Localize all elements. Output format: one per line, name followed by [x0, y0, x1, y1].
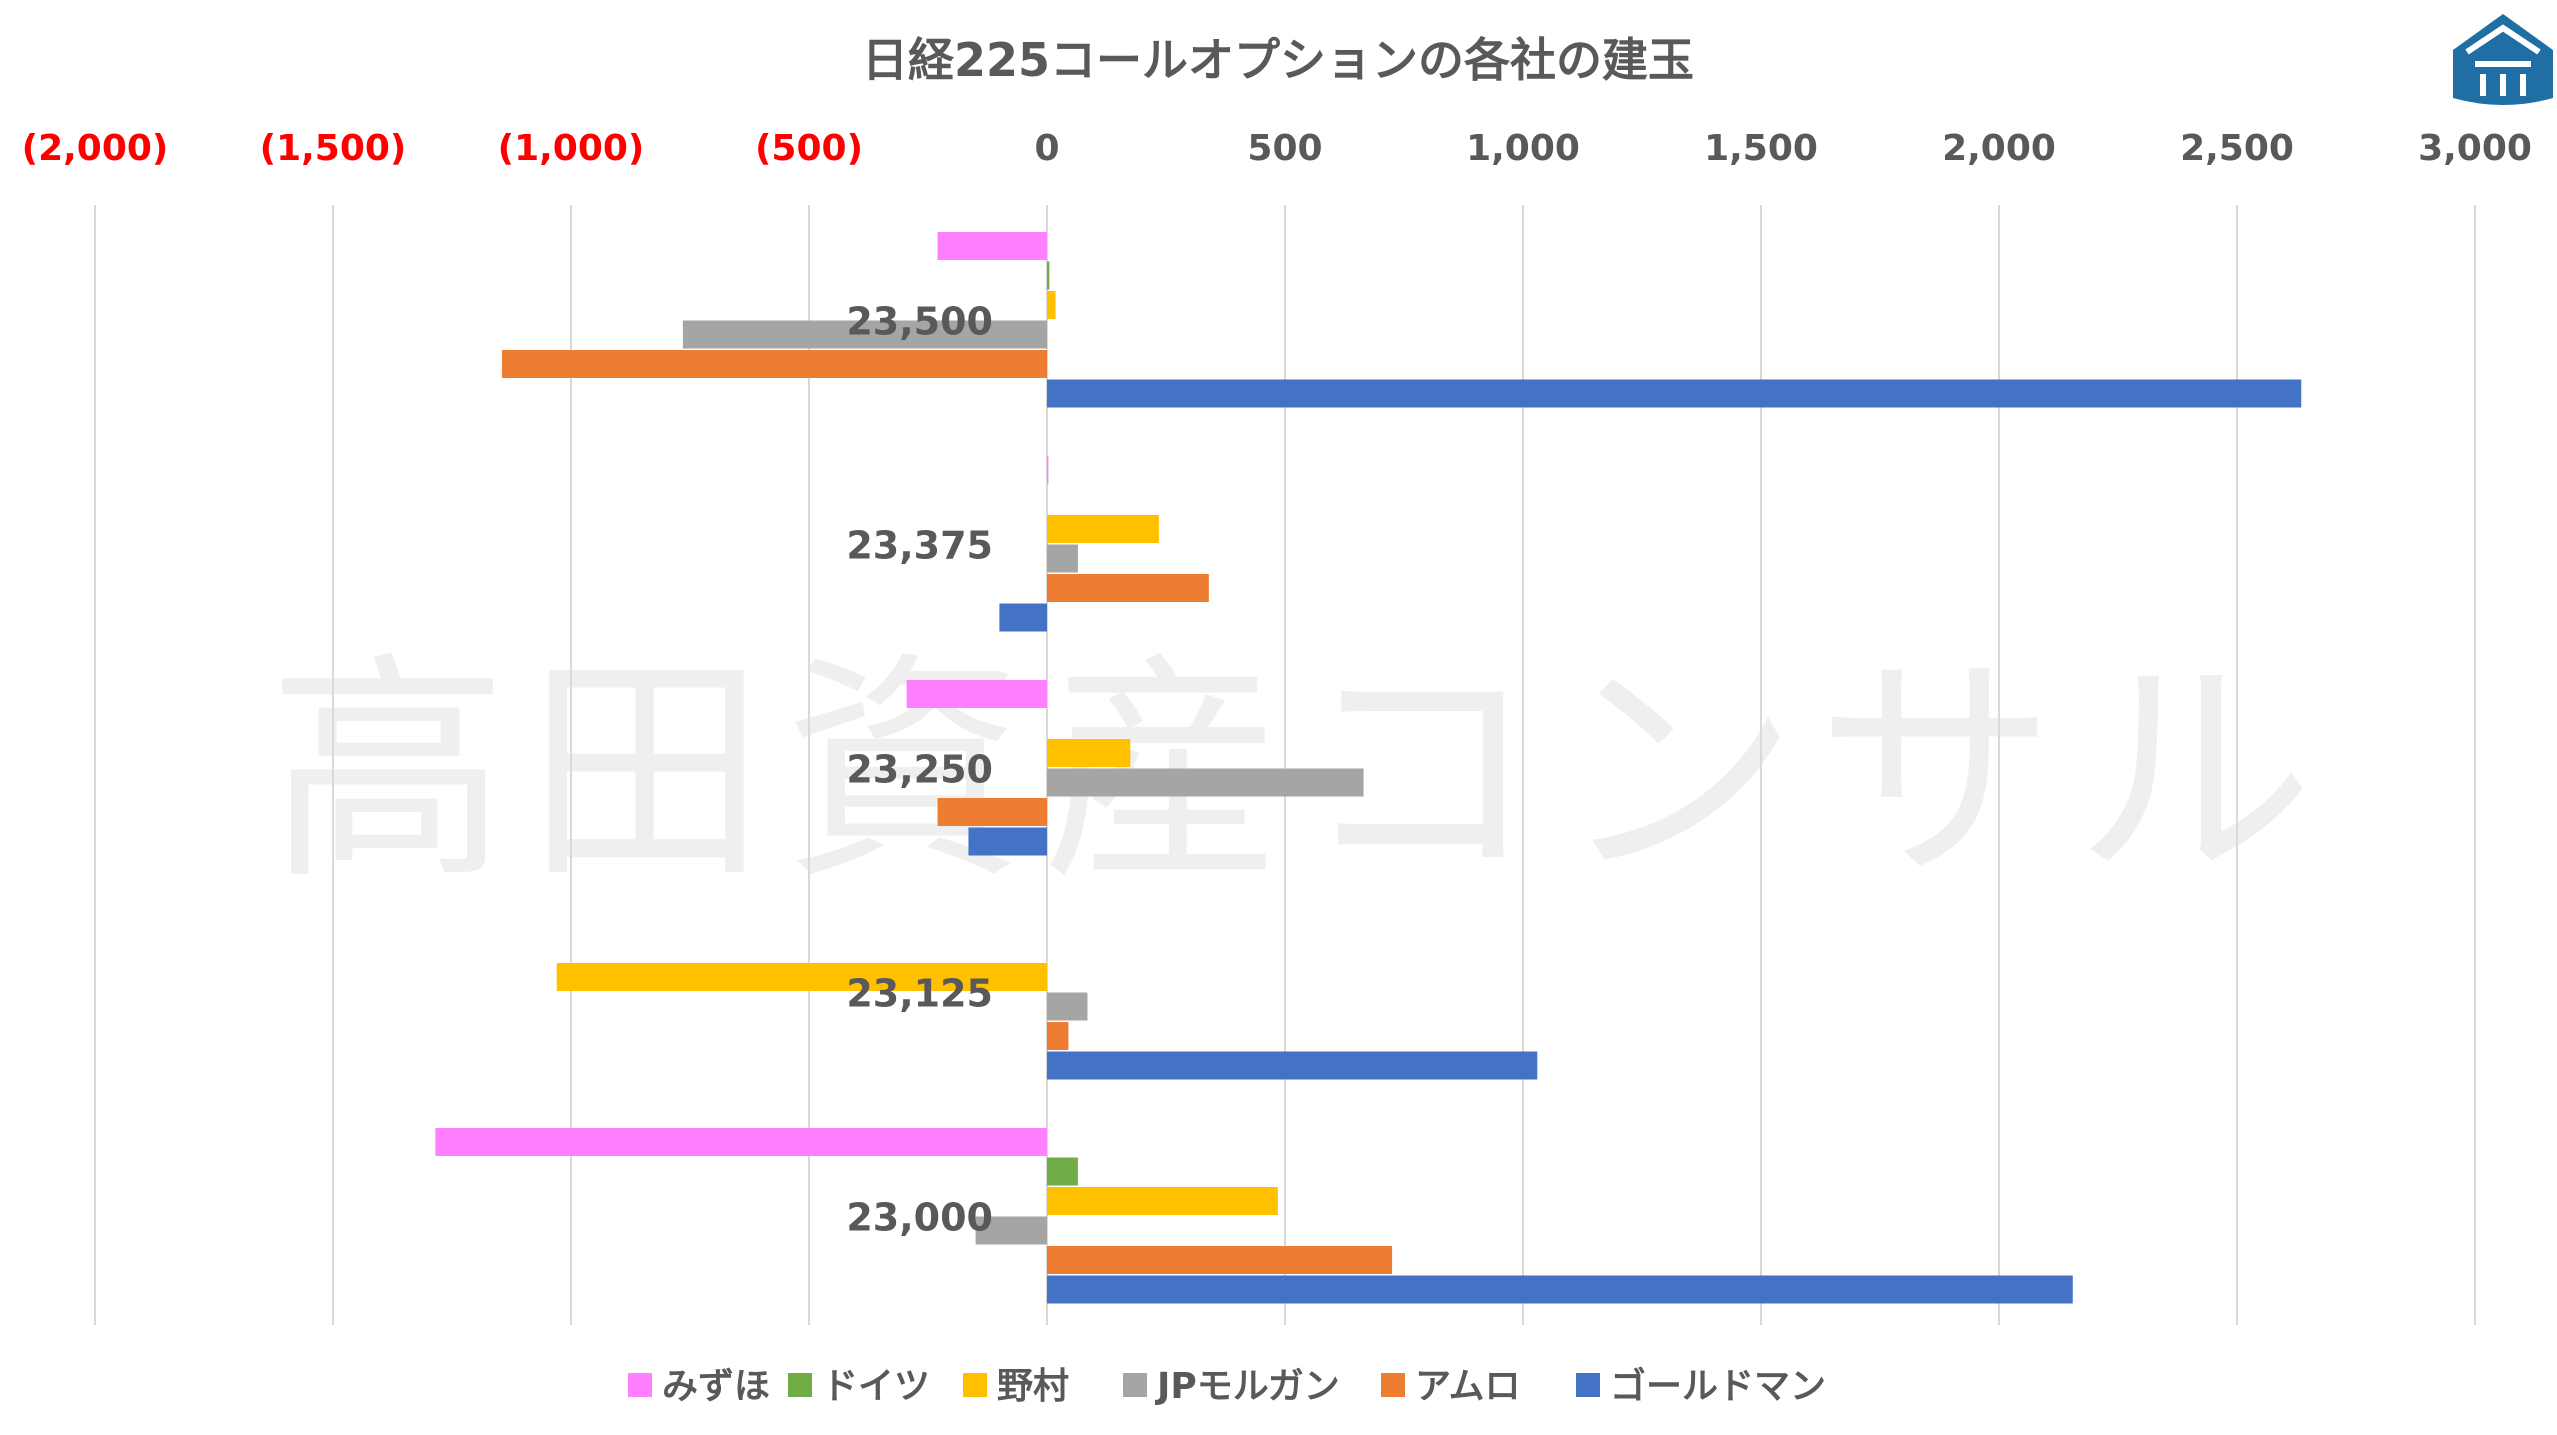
bar — [1047, 1157, 1078, 1186]
x-tick-label: 0 — [1034, 128, 1059, 169]
category-labels: 23,500 23,375 23,250 23,125 23,000 — [846, 300, 993, 1240]
legend-label: ドイツ — [822, 1366, 930, 1407]
legend-swatch — [963, 1373, 987, 1397]
x-axis-tick-labels: (2,000) (1,500) (1,000) (500) 0 500 1,000 1,500… — [22, 128, 2532, 169]
bar — [1047, 1246, 1393, 1274]
x-tick-label: 500 — [1247, 128, 1322, 169]
legend-label: 野村 — [997, 1366, 1069, 1407]
chart-title: 日経225コールオプションの各社の建玉 — [862, 33, 1694, 87]
legend-label: みずほ — [662, 1366, 770, 1407]
bar — [1047, 379, 2302, 408]
x-tick-label: (1,000) — [498, 128, 645, 169]
bar — [1047, 515, 1159, 543]
bar — [501, 350, 1048, 378]
bar — [1047, 261, 1050, 290]
legend-swatch — [1123, 1373, 1147, 1397]
x-tick-label: 3,000 — [2418, 128, 2532, 169]
bar — [682, 320, 1047, 349]
legend-swatch — [628, 1373, 652, 1397]
category-label: 23,125 — [846, 972, 993, 1016]
category-label: 23,500 — [846, 300, 993, 344]
bar — [1047, 768, 1364, 797]
legend-label: ゴールドマン — [1610, 1365, 1826, 1407]
bar — [1047, 992, 1088, 1021]
bars — [435, 232, 2302, 1304]
category-label: 23,000 — [846, 1196, 993, 1240]
bar — [999, 603, 1047, 632]
legend: みずほ ドイツ 野村 JPモルガン アムロ ゴールドマン — [628, 1365, 1826, 1407]
bar — [937, 798, 1047, 826]
bar — [1047, 544, 1078, 573]
bar — [975, 1216, 1047, 1245]
x-tick-label: 1,500 — [1704, 128, 1818, 169]
bar — [1047, 1051, 1538, 1080]
bar — [1047, 456, 1049, 484]
bar — [1047, 739, 1131, 767]
bar — [1047, 1022, 1069, 1050]
x-tick-label: (500) — [755, 128, 863, 169]
x-tick-label: (2,000) — [22, 128, 169, 169]
x-tick-label: (1,500) — [260, 128, 407, 169]
logo-icon — [2453, 14, 2553, 105]
legend-label: アムロ — [1415, 1366, 1520, 1407]
legend-label: JPモルガン — [1154, 1366, 1340, 1407]
bar — [556, 963, 1047, 991]
bar — [1047, 291, 1056, 319]
x-tick-label: 2,000 — [1942, 128, 2056, 169]
x-tick-label: 1,000 — [1466, 128, 1580, 169]
x-tick-label: 2,500 — [2180, 128, 2294, 169]
legend-swatch — [788, 1373, 812, 1397]
bar — [1047, 574, 1209, 602]
bar — [906, 680, 1047, 708]
bar — [435, 1128, 1048, 1156]
category-label: 23,250 — [846, 748, 993, 792]
legend-swatch — [1381, 1373, 1405, 1397]
bar — [1047, 1275, 2073, 1304]
bar — [1047, 1187, 1278, 1215]
category-label: 23,375 — [846, 524, 993, 568]
bar — [968, 827, 1047, 856]
bar — [937, 232, 1047, 260]
legend-swatch — [1576, 1373, 1600, 1397]
